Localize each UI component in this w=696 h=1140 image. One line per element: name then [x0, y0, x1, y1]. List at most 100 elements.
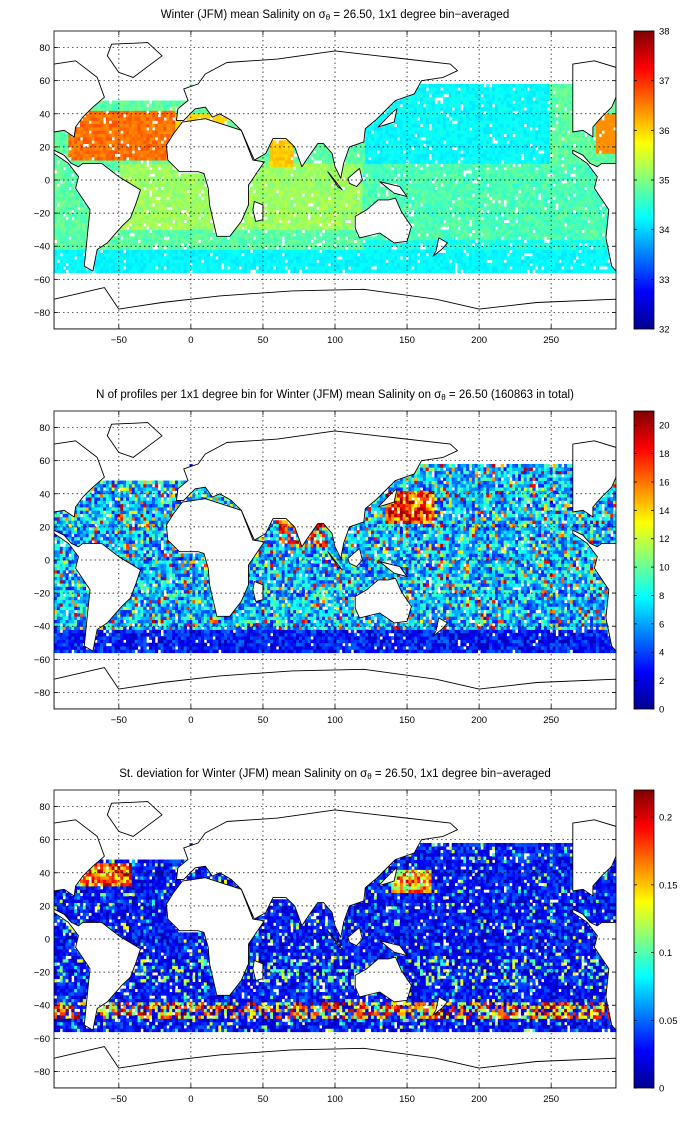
heatmap-cell — [304, 216, 309, 221]
heatmap-cell — [195, 189, 199, 194]
heatmap-cell — [74, 153, 78, 158]
heatmap-cell — [373, 259, 378, 264]
heatmap-cell — [319, 183, 323, 188]
heatmap-cell — [336, 203, 340, 207]
heatmap-cell — [322, 219, 326, 224]
heatmap-cell — [255, 193, 260, 197]
heatmap-cell — [105, 103, 110, 108]
heatmap-cell — [261, 239, 265, 244]
heatmap-cell — [313, 229, 317, 234]
heatmap-cell — [451, 173, 455, 178]
heatmap-cell — [457, 209, 461, 214]
heatmap-cell — [97, 110, 101, 115]
heatmap-cell — [100, 103, 104, 108]
heatmap-cell — [128, 127, 133, 131]
heatmap-cell — [414, 156, 418, 161]
heatmap-cell — [163, 239, 167, 244]
heatmap-cell — [275, 213, 280, 217]
heatmap-cell — [154, 256, 159, 260]
heatmap-cell — [169, 269, 173, 274]
heatmap-cell — [448, 223, 453, 227]
heatmap-cell — [94, 136, 98, 141]
heatmap-cell — [163, 232, 167, 237]
heatmap-cell — [391, 170, 395, 174]
heatmap-cell — [420, 262, 424, 267]
heatmap-cell — [235, 266, 239, 270]
heatmap-cell — [310, 186, 314, 191]
heatmap-cell — [177, 236, 182, 240]
heatmap-cell — [183, 259, 187, 264]
heatmap-cell — [342, 223, 346, 227]
heatmap-cell — [373, 252, 378, 257]
heatmap-cell — [353, 246, 358, 250]
heatmap-cell — [226, 239, 231, 244]
heatmap-cell — [273, 156, 277, 161]
heatmap-cell — [454, 133, 458, 138]
heatmap-cell — [180, 206, 185, 211]
heatmap-cell — [350, 189, 355, 194]
heatmap-cell — [396, 196, 401, 201]
heatmap-cell — [385, 127, 389, 131]
heatmap-cell — [362, 249, 366, 254]
heatmap-cell — [391, 180, 395, 184]
heatmap-cell — [425, 143, 430, 148]
heatmap-cell — [157, 143, 162, 148]
heatmap-cell — [278, 196, 283, 201]
heatmap-cell — [108, 117, 113, 121]
heatmap-cell — [62, 173, 66, 178]
heatmap-cell — [345, 163, 349, 168]
heatmap-cell — [203, 262, 208, 267]
heatmap-cell — [77, 219, 81, 224]
heatmap-cell — [206, 269, 211, 274]
heatmap-cell — [411, 206, 415, 211]
heatmap-cell — [293, 160, 297, 164]
heatmap-cell — [298, 232, 303, 237]
heatmap-cell — [273, 183, 277, 188]
heatmap-cell — [414, 199, 418, 204]
heatmap-cell — [350, 186, 355, 191]
heatmap-cell — [175, 123, 179, 128]
heatmap-cell — [304, 163, 309, 168]
heatmap-cell — [77, 259, 81, 264]
heatmap-cell — [431, 173, 435, 178]
heatmap-cell — [258, 189, 262, 194]
heatmap-cell — [278, 226, 283, 231]
heatmap-cell — [151, 133, 156, 138]
heatmap-cell — [422, 262, 427, 267]
heatmap-cell — [157, 163, 162, 168]
heatmap-cell — [154, 232, 159, 237]
heatmap-cell — [296, 242, 300, 247]
heatmap-cell — [298, 259, 303, 264]
heatmap-cell — [195, 259, 199, 264]
heatmap-cell — [149, 206, 153, 211]
heatmap-cell — [140, 249, 144, 254]
heatmap-cell — [229, 123, 234, 128]
heatmap-cell — [327, 242, 332, 247]
heatmap-cell — [371, 176, 375, 181]
heatmap-cell — [379, 150, 383, 154]
heatmap-cell — [431, 196, 435, 201]
heatmap-cell — [62, 176, 66, 181]
heatmap-cell — [460, 170, 464, 174]
heatmap-cell — [97, 266, 101, 270]
heatmap-cell — [402, 180, 407, 184]
heatmap-cell — [180, 199, 185, 204]
heatmap-cell — [319, 176, 323, 181]
heatmap-cell — [244, 262, 248, 267]
heatmap-cell — [163, 176, 167, 181]
heatmap-cell — [68, 176, 72, 181]
heatmap-cell — [149, 150, 153, 154]
heatmap-cell — [146, 256, 150, 260]
heatmap-cell — [281, 216, 285, 221]
heatmap-cell — [327, 249, 332, 254]
heatmap-cell — [463, 256, 467, 260]
heatmap-cell — [434, 163, 438, 168]
heatmap-cell — [278, 140, 283, 144]
heatmap-cell — [224, 262, 228, 267]
heatmap-cell — [218, 249, 222, 254]
heatmap-cell — [100, 133, 104, 138]
heatmap-cell — [71, 256, 75, 260]
heatmap-cell — [353, 153, 358, 158]
heatmap-cell — [362, 153, 366, 158]
heatmap-cell — [437, 146, 441, 151]
